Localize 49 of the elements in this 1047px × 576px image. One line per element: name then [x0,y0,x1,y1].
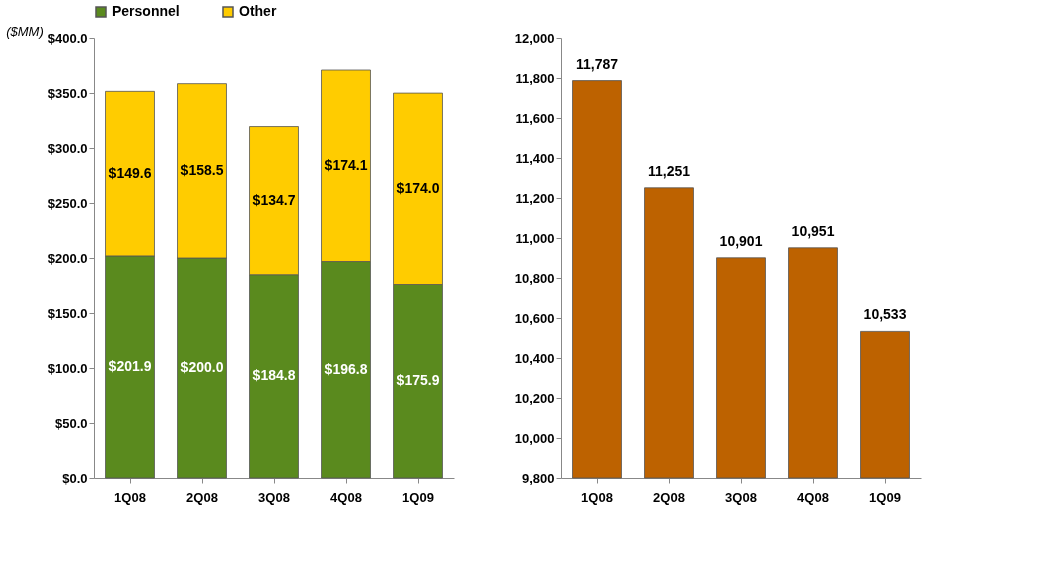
y-axis-title: ($MM) [6,23,44,39]
x-tick-label: 4Q08 [797,489,829,505]
x-tick-label: 1Q09 [402,489,434,505]
y-tick-label: 10,200 [514,390,555,406]
legend-label: Other [239,3,277,19]
y-tick-label: 10,600 [514,310,555,326]
y-tick-label: 11,200 [515,190,555,206]
x-tick-label: 3Q08 [725,489,757,505]
y-tick-label: $50.0 [54,415,88,431]
y-tick-label: 11,000 [515,230,555,246]
data-label: $184.8 [252,367,296,384]
y-tick-label: $400.0 [47,30,88,46]
data-label: $201.9 [108,357,152,374]
data-label: 11,251 [647,162,691,179]
y-tick-label: $100.0 [47,360,88,376]
x-tick-label: 1Q08 [114,489,146,505]
y-tick-label: 11,400 [515,150,555,166]
y-tick-label: 11,800 [515,70,555,86]
y-tick-label: 10,400 [514,350,555,366]
data-label: $174.1 [324,156,368,173]
data-label: 11,787 [575,55,619,72]
y-tick-label: $0.0 [62,470,88,486]
y-tick-label: 10,800 [514,270,555,286]
y-tick-label: $150.0 [47,305,88,321]
data-label: $158.5 [180,161,224,178]
data-label: 10,951 [791,222,835,239]
y-tick-label: $200.0 [47,250,88,266]
y-tick-label: 12,000 [514,30,555,46]
x-tick-label: 2Q08 [653,489,685,505]
data-label: 10,901 [719,232,763,249]
y-tick-label: 11,600 [515,110,555,126]
y-tick-label: $350.0 [47,85,88,101]
data-label: $174.0 [396,179,440,196]
y-tick-label: $250.0 [47,195,88,211]
data-label: $196.8 [324,360,368,377]
data-label: $149.6 [108,164,152,181]
x-tick-label: 1Q09 [869,489,901,505]
y-tick-label: 10,000 [514,430,555,446]
data-label: 10,533 [863,306,907,323]
x-tick-label: 4Q08 [330,489,362,505]
legend-label: Personnel [112,3,180,19]
x-tick-label: 2Q08 [186,489,218,505]
data-label: $200.0 [180,359,224,375]
y-tick-label: 9,800 [521,470,555,486]
x-tick-label: 3Q08 [258,489,290,505]
x-tick-label: 1Q08 [581,489,613,505]
data-label: $175.9 [396,372,440,389]
data-label: $134.7 [252,191,296,208]
y-tick-label: $300.0 [47,140,88,156]
